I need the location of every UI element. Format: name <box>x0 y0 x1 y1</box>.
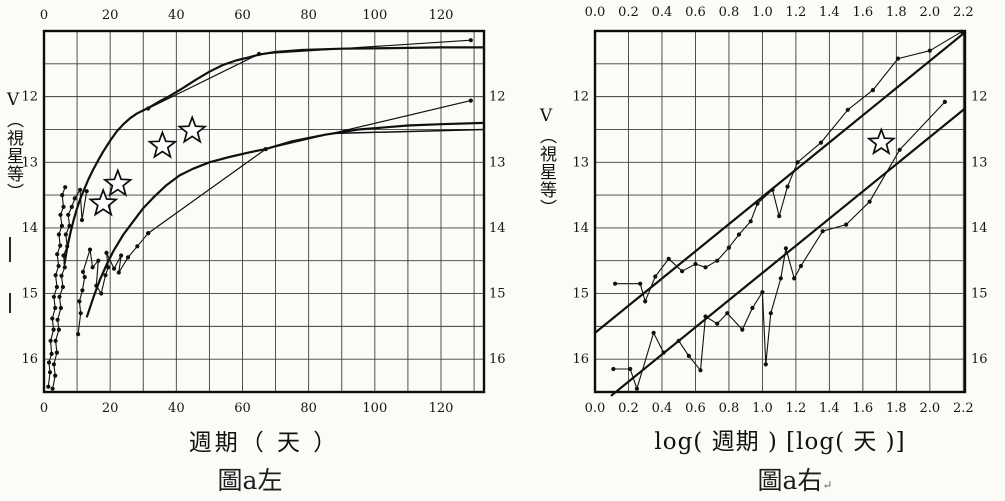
left-chart-x-axis-title: 週期（ 天 ） <box>188 430 340 456</box>
left-chart-x-tick-top: 60 <box>234 8 251 23</box>
left-chart-x-tick-top: 100 <box>362 8 387 23</box>
right-chart-x-tick-bottom: 0.4 <box>652 401 673 416</box>
left-chart-x-tick-top: 120 <box>429 8 454 23</box>
right-chart: 0.0 0.0 0.2 0.2 0.4 0.4 0.6 0.6 0.8 0.8 1.0 1.0 1.2 1… <box>572 5 987 416</box>
right-chart-y-tick-right: 16 <box>971 352 988 367</box>
left-chart-y-tick-left: 14 <box>21 221 38 236</box>
left-chart-x-tick-bottom: 60 <box>234 401 251 416</box>
right-chart-frame <box>593 29 967 394</box>
right-chart-x-tick-bottom: 0.6 <box>685 401 706 416</box>
right-chart-y-axis-title: V（視星等） <box>536 106 556 217</box>
right-chart-x-tick-bottom: 1.8 <box>886 401 907 416</box>
left-chart-x-tick-top: 20 <box>102 8 119 23</box>
right-chart-caption-text: 圖a右 <box>757 466 823 495</box>
left-chart-y-tick-left: 12 <box>21 90 38 105</box>
right-chart-x-tick-bottom: 2.0 <box>919 401 940 416</box>
right-chart-y-tick-left: 16 <box>572 352 589 367</box>
left-chart-x-tick-top: 40 <box>168 8 185 23</box>
left-chart-star-marker <box>102 167 133 197</box>
left-chart-star-marker <box>147 129 178 159</box>
right-chart-x-tick-top: 0.4 <box>652 5 673 20</box>
right-chart-x-tick-top: 0.8 <box>719 5 740 20</box>
left-chart-x-tick-bottom: 0 <box>40 401 48 416</box>
right-chart-y-tick-left: 14 <box>572 221 589 236</box>
left-chart-frame <box>42 29 486 394</box>
right-chart-y-tick-left: 15 <box>572 287 589 302</box>
right-chart-x-tick-top: 1.8 <box>886 5 907 20</box>
left-chart-upper-chord-line <box>146 38 473 111</box>
left-chart-y-tick-left: 13 <box>21 155 38 170</box>
left-chart-x-tick-bottom: 40 <box>168 401 185 416</box>
right-chart-cepheid-chain-lower <box>611 99 948 391</box>
left-chart-star-marker <box>177 114 208 144</box>
right-chart-caption: 圖a右↵ <box>695 461 895 497</box>
right-chart-y-tick-left: 12 <box>572 90 589 105</box>
left-chart-y-axis-title: V（視星等） <box>3 90 23 201</box>
right-chart-x-tick-bottom: 0.2 <box>618 401 639 416</box>
left-chart-y-tick-left: 15 <box>21 287 38 302</box>
left-chart-x-tick-bottom: 20 <box>102 401 119 416</box>
left-chart-y-tick-right: 16 <box>489 352 506 367</box>
right-chart-x-tick-top: 0.6 <box>685 5 706 20</box>
right-chart-x-tick-bottom: 1.4 <box>819 401 840 416</box>
left-chart-y-tick-right: 15 <box>489 287 506 302</box>
right-chart-x-tick-top: 0.0 <box>585 5 606 20</box>
right-chart-x-axis-title: log( 週期 ) [log( 天 )] <box>654 429 906 455</box>
left-chart-flat-branch-line <box>334 128 485 135</box>
left-chart: 0 0 20 20 40 40 60 60 80 80 100 100 120 120 12 12 13 13 14… <box>21 8 505 416</box>
right-caption-paragraph-mark: ↵ <box>822 478 833 492</box>
left-chart-y-tick-left: 16 <box>21 352 38 367</box>
right-chart-x-tick-bottom: 0.0 <box>585 401 606 416</box>
right-chart-cepheid-chain-upper <box>613 29 964 304</box>
left-chart-x-tick-top: 0 <box>40 8 48 23</box>
left-chart-star-marker <box>88 187 119 217</box>
right-chart-x-tick-top: 0.2 <box>618 5 639 20</box>
right-chart-y-tick-right: 12 <box>971 90 988 105</box>
left-chart-x-tick-bottom: 120 <box>429 401 454 416</box>
left-chart-x-tick-top: 80 <box>300 8 317 23</box>
right-chart-y-tick-left: 13 <box>572 155 589 170</box>
right-chart-x-tick-top: 2.0 <box>919 5 940 20</box>
left-chart-y-tick-right: 12 <box>489 90 506 105</box>
left-chart-y-tick-right: 14 <box>489 221 506 236</box>
left-chart-scatter-chain-1 <box>46 185 68 389</box>
right-chart-x-tick-top: 1.2 <box>786 5 807 20</box>
right-chart-x-tick-bottom: 2.2 <box>953 401 974 416</box>
right-chart-fit-line-upper <box>593 31 967 334</box>
right-chart-y-tick-right: 14 <box>971 221 988 236</box>
right-chart-y-tick-right: 15 <box>971 287 988 302</box>
right-chart-x-tick-top: 1.4 <box>819 5 840 20</box>
right-chart-star-marker <box>866 127 897 156</box>
right-chart-x-tick-top: 1.0 <box>752 5 773 20</box>
left-chart-scatter-chain-3 <box>76 231 151 337</box>
left-chart-middle-curve <box>85 121 486 318</box>
left-chart-caption-text: 圖a左 <box>217 466 283 495</box>
right-chart-y-tick-right: 13 <box>971 155 988 170</box>
left-chart-caption: 圖a左 <box>150 461 350 497</box>
right-chart-x-tick-top: 2.2 <box>953 5 974 20</box>
right-chart-x-tick-bottom: 0.8 <box>719 401 740 416</box>
left-chart-y-tick-right: 13 <box>489 155 506 170</box>
right-chart-x-tick-bottom: 1.2 <box>786 401 807 416</box>
left-chart-scatter-chain-2 <box>50 187 89 391</box>
right-chart-x-tick-bottom: 1.0 <box>752 401 773 416</box>
left-chart-upper-envelope-curve <box>63 46 486 266</box>
left-chart-x-tick-bottom: 80 <box>300 401 317 416</box>
right-chart-x-tick-top: 1.6 <box>853 5 874 20</box>
right-chart-x-tick-bottom: 1.6 <box>853 401 874 416</box>
left-chart-x-tick-bottom: 100 <box>362 401 387 416</box>
